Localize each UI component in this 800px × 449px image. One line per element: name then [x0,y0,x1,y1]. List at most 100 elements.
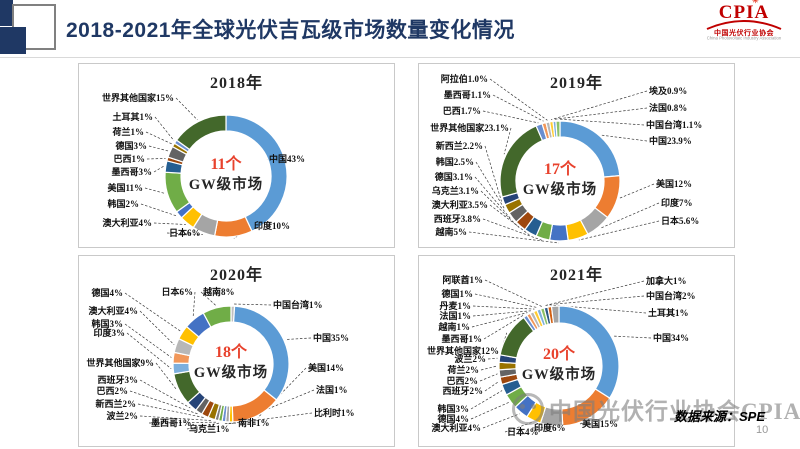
segment-label: 土耳其1% [112,111,153,122]
segment-label: 美国15% [582,418,618,429]
leader-line [144,187,166,194]
leader-line [148,145,169,152]
leader-line [483,314,525,340]
leader-line [200,291,217,307]
market-count-sub-2020: GW级市场 [193,364,269,381]
leader-line [504,421,533,433]
market-count-2019: 17个 [543,161,576,178]
segment-labels: 中国43% 印度10% 日本6% 澳大利亚4% 韩国2% 美国11% 墨西哥3% 巴西1% 德国… [102,92,305,238]
leader-line [480,190,520,228]
leader-line [155,362,178,391]
leader-lines [140,97,288,239]
segment-label: 德国4% [91,287,123,298]
segment-label: 日本6% [169,227,201,238]
segment-label: 韩国3% [91,318,123,329]
leader-line [468,231,559,244]
deco-navy-square-bottom [0,27,26,54]
page-title: 2018-2021年全球光伏吉瓦级市场数量变化情况 [66,19,515,42]
leader-line [492,94,544,122]
segment-label: 巴西1.7% [443,106,481,116]
segment-label: 墨西哥1% [441,334,482,344]
donut-segments [164,114,288,238]
leader-line [578,220,660,241]
segment-label: 澳大利亚4% [431,422,481,433]
segment-label: 德国4% [437,413,469,424]
donut-segment [202,305,232,328]
segment-label: 土耳其1% [648,307,689,318]
segment-label: 中国台湾1% [273,299,323,310]
segment-label: 日本5.6% [661,215,699,226]
leader-line [599,202,660,229]
leader-line [285,337,312,340]
leader-lines [468,78,660,244]
leader-line [619,183,655,199]
center-label-2020: 18个 GW级市场 [176,343,286,383]
segment-label: 墨西哥1.1% [444,90,491,100]
leader-line [139,415,211,421]
leader-line [471,312,528,328]
page-number: 10 [756,424,769,436]
segment-label: 日本6% [161,286,193,297]
donut-segments [172,305,290,423]
leader-line [482,413,520,429]
donut-chart-2018: 中国43% 印度10% 日本6% 澳大利亚4% 韩国2% 美国11% 墨西哥3% 巴西1% 德国… [102,92,305,239]
donut-segment [175,114,227,151]
segment-label: 西班牙3% [97,374,138,385]
segment-label: 印度10% [254,220,290,231]
segment-label: 越南5% [434,226,467,237]
leader-line [601,134,648,142]
segment-label: 乌克兰3.1% [432,185,479,196]
leader-line [484,381,500,392]
leader-line [474,293,539,309]
leader-line [557,118,645,126]
panel-2020: 2020年 中国台湾1% 中国35% 美国14% 法国1% 比利时1% 南非1% 乌克兰1%… [78,255,395,447]
donut-segments [499,120,621,242]
leader-line [146,158,166,160]
segment-label: 法国1% [316,384,348,395]
donut-chart-2019: 中国23.9% 美国12% 印度7% 日本5.6% 越南5% 西班牙3.8% 澳大利亚3.5… [430,73,702,244]
segment-label: 澳大利亚3.5% [432,199,488,210]
segment-label: 越南8% [202,286,235,297]
panel-2021: 2021年 中国34% 美国15% 印度6% 日本4% 澳大利亚4% 德国4% 韩国3% 西班… [418,255,735,447]
segment-label: 澳大利亚4% [88,305,138,316]
leader-line [124,292,181,332]
segment-label: 美国12% [656,178,692,189]
segment-label: 德国3% [115,140,147,151]
leader-line [489,78,548,121]
leader-line [482,218,543,241]
leader-line [124,323,172,358]
segment-label: 西班牙2% [442,385,483,396]
leader-line [554,107,648,120]
leader-line [484,279,542,307]
segment-label: 中国台湾1.1% [646,119,702,130]
leader-line [227,412,313,425]
data-source-label: 数据来源：SPE [674,409,766,424]
segment-labels: 中国34% 美国15% 印度6%日本4% 澳大利亚4%德国4%韩国3% 西班牙2%巴西2… [427,274,696,437]
segment-label: 韩国2% [107,198,139,209]
segment-label: 中国34% [653,332,689,343]
segment-label: 波兰2% [106,410,138,421]
segment-label: 中国43% [269,153,305,164]
segment-labels: 中国23.9% 美国12% 印度7% 日本5.6% 越南5% 西班牙3.8% 澳大利亚3.5… [430,73,702,237]
leader-line [139,310,175,346]
watermark-text: 中国光伏行业协会CPIA [549,399,800,424]
leader-line [154,116,175,141]
leader-line [479,373,498,382]
leader-line [472,305,535,310]
panel-2018: 2018年 中国43% 印度10% 日本6% 澳大利亚4% 韩国2% 美国11% 墨西哥3%… [78,63,395,248]
watermark: 中国光伏行业协会CPIA [512,392,800,426]
header-divider [0,57,800,58]
leader-line [175,97,198,121]
segment-label: 中国台湾2% [646,290,696,301]
chart-title-2020: 2020年 [209,267,263,284]
segment-label: 比利时1% [314,407,355,418]
segment-label: 世界其他国家23.1% [430,122,509,133]
leader-line [153,165,164,173]
segment-label: 世界其他国家15% [102,92,174,103]
segment-label: 荷兰2% [446,364,479,375]
leader-line [192,291,196,318]
cpia-logo: CPIA ✳ 中国光伏行业协会 China Photovoltaic Indust… [698,0,790,43]
leader-line [579,419,591,425]
leader-line [474,176,512,220]
leader-line [137,403,205,418]
